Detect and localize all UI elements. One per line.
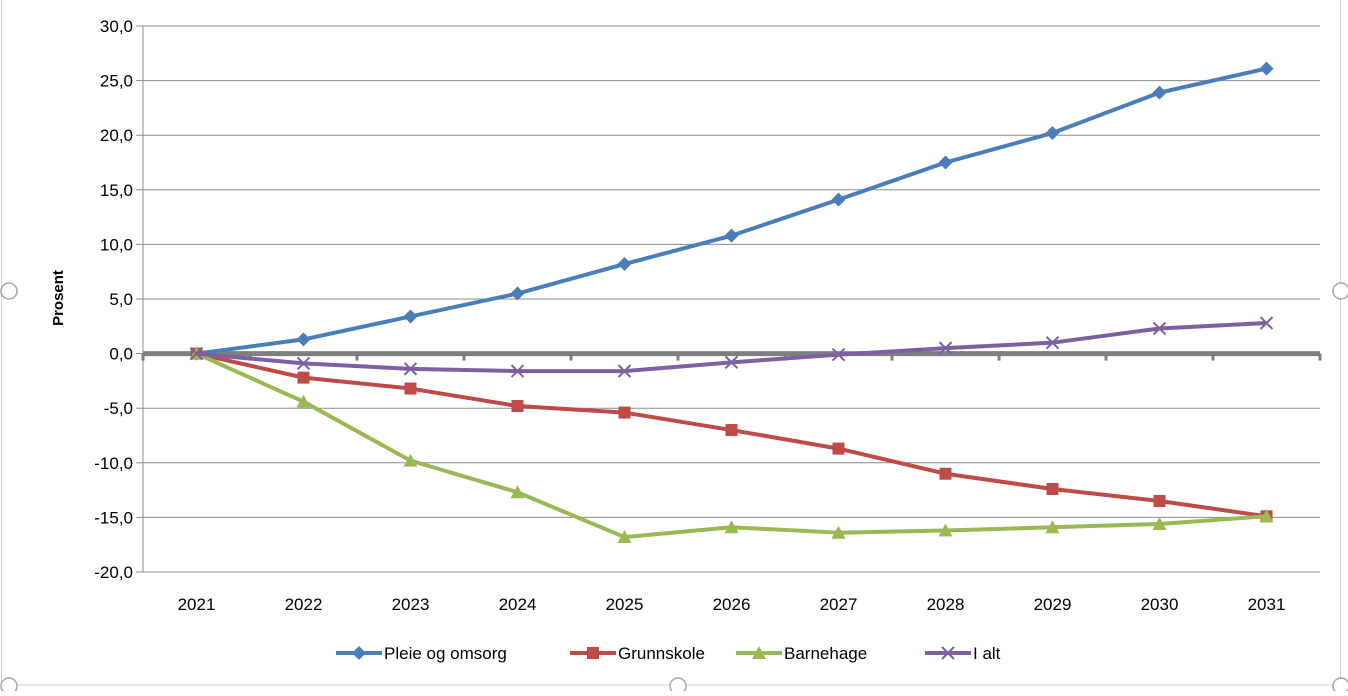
resize-handle-bottom-left[interactable] [0,677,18,695]
legend-entry: I alt [925,644,1001,663]
x-tick-label: 2024 [499,595,537,614]
data-point [939,467,952,480]
data-point [724,355,739,370]
data-point [938,155,953,170]
data-point [617,530,632,544]
data-point [617,257,632,272]
x-tick-label: 2028 [927,595,965,614]
data-point [831,525,846,539]
x-tick-label: 2031 [1248,595,1286,614]
data-point [1259,509,1274,523]
series-lines [189,61,1274,544]
data-point [1152,85,1167,100]
data-point [296,394,311,408]
series-pleie-og-omsorg [189,61,1274,361]
chart-frame [1,0,1341,686]
data-point [1259,316,1274,330]
data-point [352,646,366,660]
data-point [297,371,310,384]
data-point [938,523,953,537]
data-point [618,406,631,419]
legend-entry: Grunnskole [570,644,705,663]
data-point [724,228,739,243]
resize-handle-bottom[interactable] [669,677,687,695]
data-point [725,424,738,437]
x-tick-labels: 2021 2022 2023 2024 2025 2026 2027 2028 2029 2030… [178,595,1286,614]
legend-entry: Barnehage [736,644,867,663]
data-point [724,520,739,534]
data-point [1045,520,1060,534]
data-point [1259,61,1274,76]
legend-entry: Pleie og omsorg [336,644,507,663]
data-point [1045,126,1060,141]
legend-label: Barnehage [784,644,867,663]
y-tick-label: 0,0 [109,345,133,364]
x-tick-label: 2026 [713,595,751,614]
data-point [1045,335,1060,350]
series-barnehage [189,346,1274,544]
y-axis-label: Prosent [50,270,67,326]
series-i-alt [189,316,1274,378]
resize-handle-left[interactable] [0,282,18,300]
x-tick-label: 2027 [820,595,858,614]
y-tick-label: 10,0 [100,235,133,254]
x-tick-label: 2030 [1141,595,1179,614]
resize-handle-right[interactable] [1332,282,1348,300]
x-tick-label: 2023 [392,595,430,614]
data-point [1153,495,1166,508]
x-tick-label: 2021 [178,595,216,614]
y-tick-labels: 30,0 25,0 20,0 15,0 10,0 5,0 0,0 -5,0 -10,0 -15,0… [94,17,133,582]
data-point [510,286,525,301]
y-tick-label: -10,0 [94,454,133,473]
data-point [1152,516,1167,530]
data-point [403,453,418,467]
data-point [941,646,955,660]
data-point [1046,483,1059,496]
data-point [511,400,524,413]
y-tick-label: -15,0 [94,508,133,527]
legend-label: Grunnskole [618,644,705,663]
data-point [752,646,766,659]
y-tick-label: 15,0 [100,181,133,200]
y-tick-label: 25,0 [100,72,133,91]
data-point [510,364,525,378]
data-point [938,341,953,355]
x-tick-label: 2022 [285,595,323,614]
data-point [404,382,417,395]
data-point [1152,321,1167,336]
data-point [403,309,418,324]
y-tick-label: -20,0 [94,563,133,582]
x-tick-label: 2029 [1034,595,1072,614]
data-point [832,442,845,455]
data-point [189,346,204,361]
data-point [403,362,418,376]
y-tick-label: 5,0 [109,290,133,309]
data-point [296,356,311,371]
legend: Pleie og omsorg Grunnskole Barnehage I alt [336,644,1001,663]
data-point [587,647,599,659]
gridlines [143,25,1320,573]
y-tick-label: -5,0 [104,399,133,418]
data-point [617,364,632,378]
data-point [831,192,846,207]
resize-handle-bottom-right[interactable] [1332,677,1348,695]
data-point [296,332,311,347]
data-point [510,485,525,499]
y-tick-label: 30,0 [100,17,133,36]
data-point [831,347,846,362]
x-tick-label: 2025 [606,595,644,614]
y-tick-label: 20,0 [100,126,133,145]
legend-label: I alt [973,644,1001,663]
legend-label: Pleie og omsorg [384,644,507,663]
